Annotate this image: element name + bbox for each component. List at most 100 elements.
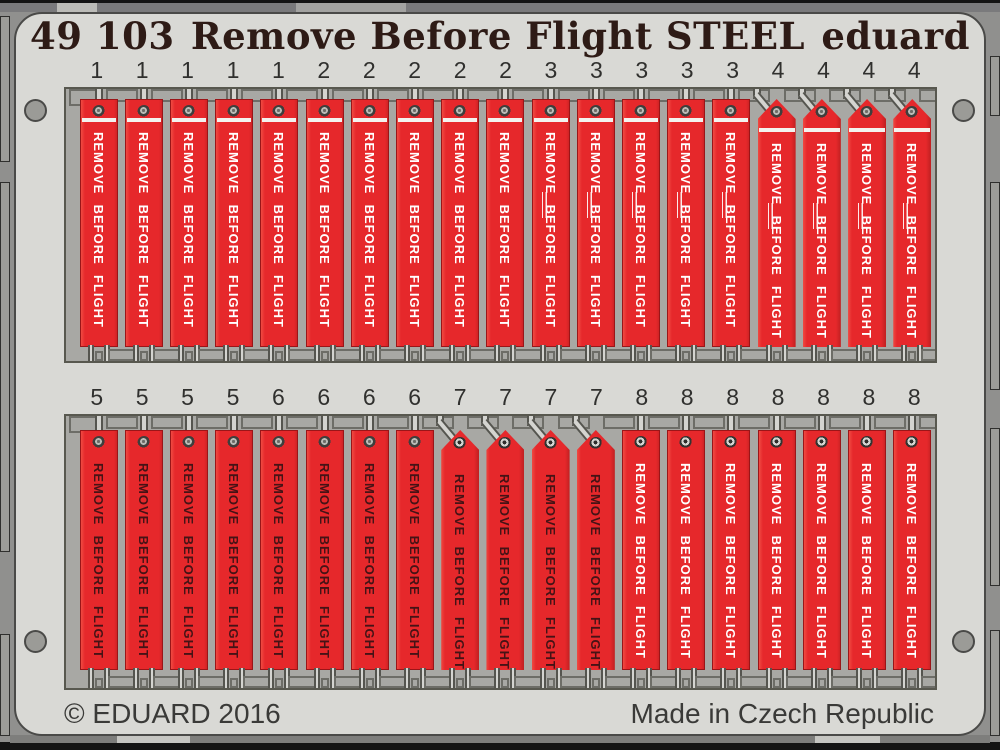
tag-word: FLIGHT — [543, 275, 559, 328]
tag-part-number: 1 — [135, 57, 149, 83]
tag-word: BEFORE — [226, 535, 242, 596]
etched-window — [422, 89, 455, 102]
attachment-tab-bottom — [358, 345, 365, 361]
etched-window — [241, 416, 274, 429]
remove-before-flight-tag: REMOVE BEFORE FLIGHT — [712, 99, 751, 347]
tag-text: REMOVE BEFORE FLIGHT — [758, 143, 796, 343]
attachment-tab-bottom — [901, 345, 908, 361]
etched-window — [230, 351, 239, 361]
remove-before-flight-tag: REMOVE BEFORE FLIGHT — [260, 99, 299, 347]
tag-word: REMOVE — [181, 463, 197, 526]
etched-window — [727, 678, 736, 688]
remove-before-flight-tag: REMOVE BEFORE FLIGHT — [305, 430, 344, 670]
attachment-tab — [546, 89, 555, 103]
remove-before-flight-tag: REMOVE BEFORE FLIGHT — [531, 99, 570, 347]
tag-part-number: 2 — [408, 57, 422, 83]
tag-part-number: 1 — [226, 57, 240, 83]
remove-before-flight-tag: REMOVE BEFORE FLIGHT — [215, 430, 254, 670]
tag-part-number: 5 — [181, 384, 194, 410]
etched-window — [139, 678, 148, 688]
tag-text: REMOVE BEFORE FLIGHT — [804, 463, 840, 665]
remove-before-flight-tag: REMOVE BEFORE FLIGHT — [79, 99, 118, 347]
white-stripe — [307, 118, 342, 122]
tag-part-number: 4 — [771, 57, 785, 83]
tag-text: REMOVE BEFORE FLIGHT — [894, 463, 930, 665]
tag-text: REMOVE BEFORE FLIGHT — [668, 463, 704, 665]
tag-word: REMOVE — [678, 463, 694, 526]
tag-text: REMOVE BEFORE FLIGHT — [487, 132, 523, 342]
tag-column: REMOVE BEFORE FLIGHT — [392, 416, 455, 688]
attachment-tab-bottom — [539, 345, 546, 361]
grommet-eyelet — [815, 106, 829, 119]
attachment-tab-bottom — [901, 668, 908, 688]
etched-window — [376, 416, 409, 429]
tag-text: REMOVE BEFORE FLIGHT — [307, 132, 343, 342]
tag-text: REMOVE BEFORE FLIGHT — [893, 143, 931, 343]
tag-word: BEFORE — [769, 535, 785, 596]
tag-text: REMOVE BEFORE FLIGHT — [533, 132, 569, 342]
tag-word: REMOVE — [769, 463, 785, 526]
grommet-eyelet — [724, 105, 738, 118]
tag-word: BEFORE — [859, 535, 875, 596]
tag-word: REMOVE — [859, 463, 875, 526]
tag-column: REMOVE BEFORE FLIGHT — [618, 89, 681, 361]
etched-window — [602, 89, 635, 102]
etched-window — [772, 351, 781, 361]
attachment-tab — [94, 416, 103, 430]
tag-word: FLIGHT — [588, 617, 604, 670]
remove-before-flight-tag: REMOVE BEFORE FLIGHT — [848, 99, 887, 347]
attachment-tab — [139, 89, 148, 103]
tag-word: FLIGHT — [769, 286, 785, 339]
tag-word: FLIGHT — [407, 275, 423, 328]
tag-text: REMOVE BEFORE FLIGHT — [307, 463, 343, 665]
tag-word: REMOVE — [226, 463, 242, 526]
tag-word: REMOVE — [181, 132, 197, 195]
attachment-tab-bottom — [494, 345, 501, 361]
attachment-tab-bottom — [313, 345, 320, 361]
attachment-tab-bottom — [720, 668, 727, 688]
remove-before-flight-tag: REMOVE BEFORE FLIGHT — [576, 430, 615, 670]
remove-before-flight-tag: REMOVE BEFORE FLIGHT — [260, 430, 299, 670]
white-stripe — [669, 118, 704, 122]
etched-window — [196, 416, 228, 429]
attachment-tab-bottom — [630, 345, 637, 361]
tag-word: REMOVE — [317, 132, 333, 195]
tag-text: REMOVE BEFORE FLIGHT — [126, 463, 162, 665]
tag-word: BEFORE — [678, 535, 694, 596]
etched-window — [150, 416, 183, 429]
tag-part-number: 4 — [907, 57, 921, 83]
grommet-eyelet — [408, 436, 422, 449]
tag-word: REMOVE — [91, 463, 107, 526]
tag-text: REMOVE BEFORE FLIGHT — [848, 143, 886, 343]
white-stripe — [398, 118, 433, 122]
grommet-eyelet — [589, 105, 603, 118]
white-stripe — [894, 128, 931, 132]
tag-word: REMOVE — [317, 463, 333, 526]
etched-window — [456, 678, 465, 688]
white-stripe — [533, 118, 568, 122]
grommet-eyelet — [905, 106, 919, 119]
etched-window — [817, 678, 826, 688]
remove-before-flight-tag: REMOVE BEFORE FLIGHT — [757, 99, 796, 347]
tag-column: REMOVE BEFORE FLIGHT — [618, 416, 681, 688]
remove-before-flight-tag: REMOVE BEFORE FLIGHT — [486, 99, 525, 347]
attachment-tab-bottom — [313, 668, 320, 688]
tag-word: FLIGHT — [407, 606, 423, 659]
tag-word: REMOVE — [543, 474, 559, 537]
etched-window — [512, 89, 545, 102]
tag-column: REMOVE BEFORE FLIGHT — [212, 416, 274, 688]
tag-column: REMOVE BEFORE FLIGHT — [392, 89, 455, 361]
tag-word: BEFORE — [317, 204, 333, 265]
etched-window — [919, 416, 935, 429]
grommet-eyelet — [679, 105, 693, 118]
tag-word: REMOVE — [452, 474, 468, 537]
tag-text: REMOVE BEFORE FLIGHT — [352, 132, 388, 342]
right-edge-rail — [990, 428, 1000, 586]
grommet-eyelet — [770, 106, 784, 119]
tag-column: REMOVE BEFORE FLIGHT — [843, 89, 907, 361]
attachment-tab — [365, 416, 374, 430]
attachment-tab — [637, 416, 646, 430]
tag-word: FLIGHT — [136, 606, 152, 659]
grommet-eyelet — [318, 436, 332, 449]
attachment-tab — [230, 416, 239, 430]
